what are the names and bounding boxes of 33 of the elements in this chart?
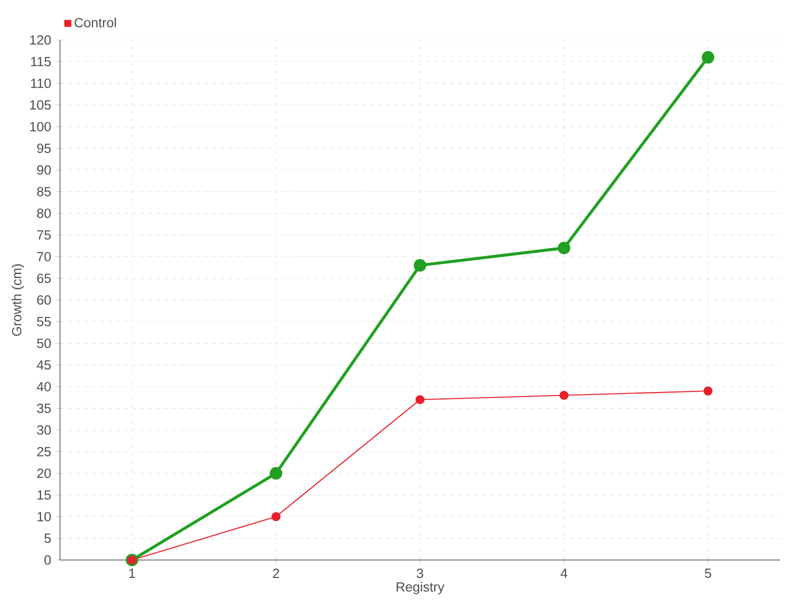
y-tick-label: 55 [37,317,51,326]
y-tick-label: 45 [36,360,51,370]
y-tick-label: 110 [31,78,51,88]
x-tick-label: 5 [704,568,712,578]
y-tick-label: 5 [44,534,51,543]
y-tick-label: 10 [38,512,51,522]
y-tick-label: 60 [37,295,51,305]
x-axis-title: Registry [396,582,444,594]
y-tick-label: 15 [38,490,51,500]
y-tick-label: 35 [37,404,51,414]
x-tick-label: 1 [129,568,136,578]
y-tick-label: 40 [36,382,51,392]
legend-label: Control [74,18,116,28]
y-tick-label: 25 [37,446,51,456]
y-tick-label: 70 [37,252,51,262]
y-tick-label: 85 [37,186,51,196]
y-tick-label: 80 [37,208,51,218]
y-tick-label: 120 [30,35,51,45]
y-tick-label: 30 [37,425,51,435]
y-tick-label: 115 [31,57,51,66]
y-axis-title: Growth (cm) [12,264,24,336]
x-tick-label: 4 [560,568,568,578]
y-tick-label: 105 [30,100,51,110]
x-tick-label: 3 [416,568,424,578]
y-tick-label: 65 [37,274,51,284]
y-tick-label: 95 [37,144,51,154]
x-tick-label: 2 [272,568,280,578]
y-tick-label: 20 [37,468,51,478]
y-tick-label: 75 [37,230,51,240]
y-tick-label: 50 [37,338,51,348]
y-tick-label: 100 [30,122,51,132]
y-tick-label: 90 [37,165,51,175]
y-tick-label: 0 [44,555,51,565]
